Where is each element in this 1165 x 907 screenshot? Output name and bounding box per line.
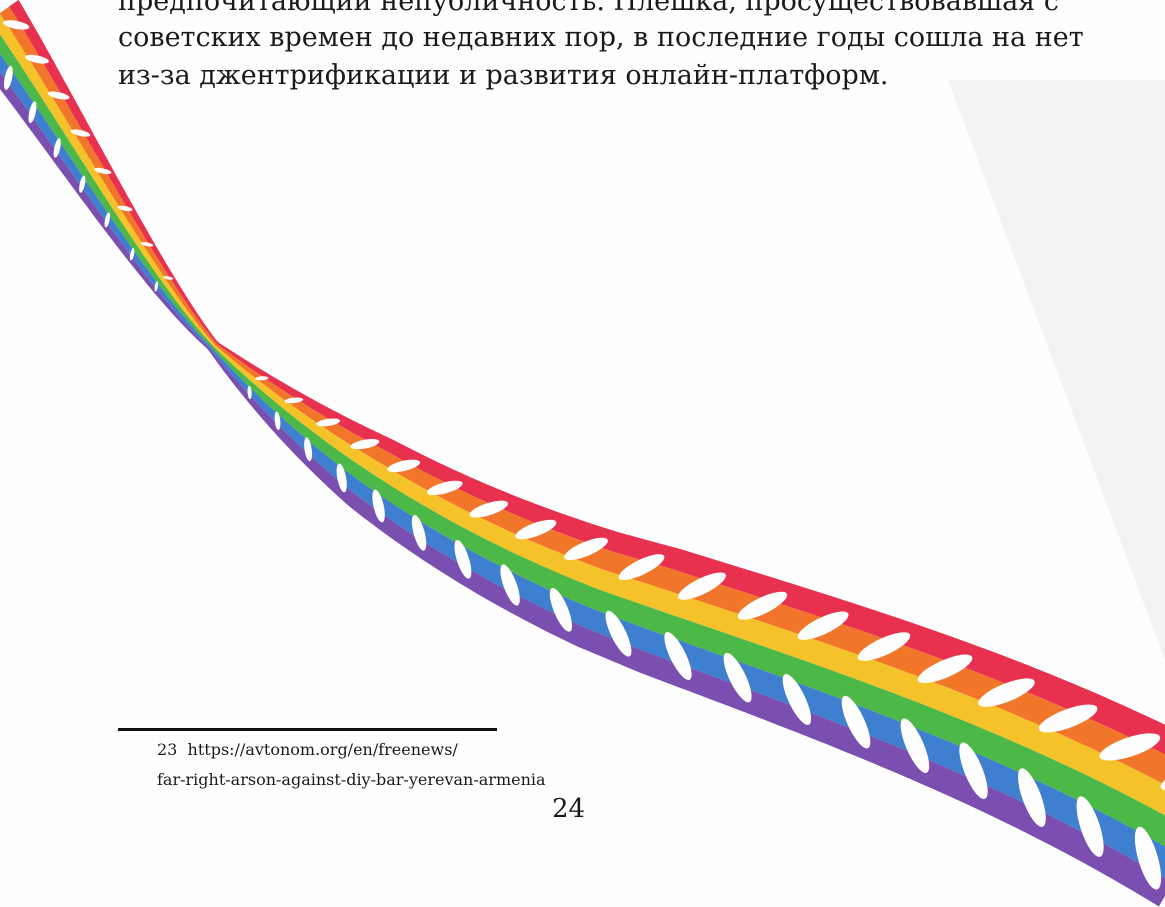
ornament-cutout [274, 411, 281, 430]
ornament-cutout [917, 654, 973, 684]
ornament-cutout [737, 591, 788, 620]
ornament-cutout [154, 281, 159, 292]
ornament-cutout [1099, 733, 1161, 761]
ornament-cutout [387, 459, 421, 473]
page-number: 24 [552, 794, 586, 824]
ornament-stripe [9, 0, 1165, 755]
ornament-stripe [0, 71, 1165, 907]
body-line: советских времен до недавних пор, в посл… [118, 22, 1084, 53]
footnote-line: 23 https://avtonom.org/en/freenews/ [157, 742, 458, 758]
ornament-cutout [500, 564, 520, 606]
ornament-cutout [723, 652, 752, 703]
body-line: из-за джентрификации и развития онлайн-п… [118, 60, 889, 91]
ornament-cutout [664, 632, 692, 680]
ornament-cutout [1076, 796, 1104, 857]
ornament-cutout [841, 695, 871, 749]
ornament-cutout [1038, 704, 1098, 733]
ornament-cutout [140, 242, 154, 247]
ornament-cutout [372, 489, 385, 523]
ornament-cutout [28, 101, 37, 124]
body-line: предпочитающий непубличность. Плешка, пр… [118, 0, 1059, 17]
ornament-cutout [316, 418, 341, 427]
ornament-cutout [79, 175, 86, 193]
ornament-cutout [255, 376, 269, 381]
ornament-stripe [0, 13, 1165, 816]
ornament-stripe [0, 34, 1165, 847]
ornament-cutout [104, 212, 111, 228]
footnote-text: https://avtonom.org/en/freenews/ [187, 740, 458, 759]
ornament-cutout [70, 129, 91, 137]
ornament-cutout [618, 554, 665, 581]
ornament-cutout [1134, 826, 1162, 890]
ornament-cutout [94, 167, 112, 175]
ornament-cutout [25, 54, 49, 64]
ornament-cutout [247, 385, 252, 400]
ornament-cutout [454, 539, 472, 579]
ornament-cutout [117, 205, 133, 212]
ornament-cutout [797, 611, 849, 640]
ornament-cutout [129, 248, 135, 261]
ornament-cutout [284, 397, 304, 404]
footnote-rule [118, 728, 497, 731]
ornament-cutout [959, 742, 988, 799]
ornament-cutout [549, 587, 573, 632]
ornament-cutout [900, 718, 930, 773]
ornament-cutout [350, 439, 380, 450]
ornament-cutout [857, 632, 911, 661]
page-shadow [948, 80, 1165, 660]
ornament-cutout [304, 437, 313, 462]
ornament-cutout [3, 20, 30, 30]
ornament-cutout [515, 519, 557, 540]
ornament-cutout [978, 678, 1035, 707]
ornament-cutout [605, 610, 632, 657]
ornament-cutout [53, 138, 61, 158]
footnote-line: far-right-arson-against-diy-bar-yerevan-… [157, 770, 546, 789]
ornament-cutout [163, 276, 174, 280]
ornament-stripe [0, 6, 1165, 785]
ornament-cutout [1017, 768, 1046, 827]
ornament-cutout [678, 572, 726, 600]
footnote-number: 23 [157, 740, 178, 759]
ornament-cutout [469, 500, 509, 518]
ornament-cutout [4, 65, 13, 90]
ornament-stripe [0, 53, 1165, 879]
ornament-cutout [411, 514, 427, 551]
ornament-cutout [426, 480, 463, 496]
ornament-cutout [782, 674, 812, 725]
ornament-cutout [336, 463, 347, 493]
ornament-cutout [564, 537, 608, 561]
ornament-cutout [47, 91, 70, 100]
